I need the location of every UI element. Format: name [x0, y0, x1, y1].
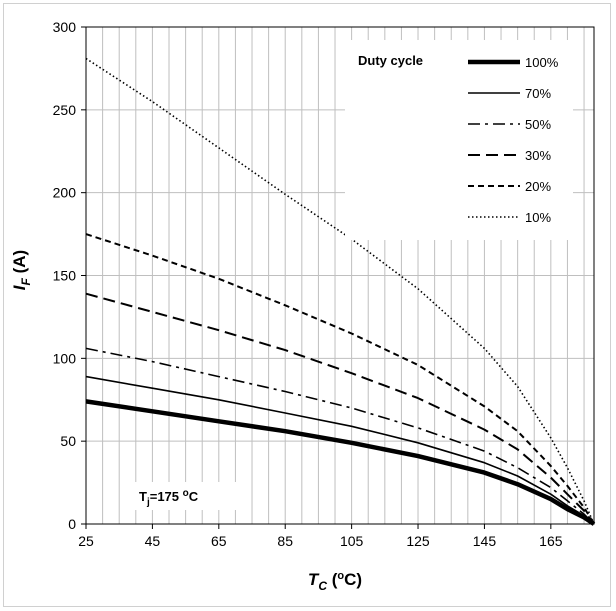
x-tick-label: 65: [211, 533, 227, 549]
legend-title: Duty cycle: [358, 53, 423, 68]
legend-label: 10%: [525, 210, 551, 225]
y-axis-title-main: I: [10, 284, 29, 290]
legend: Duty cycle 100% 70% 50% 30% 20% 10%: [345, 40, 573, 240]
annotation-sub: j: [146, 497, 150, 508]
y-axis-title: IF (A): [10, 250, 33, 290]
junction-temp-annotation: Tj=175 oC: [139, 488, 199, 508]
x-tick-label: 25: [78, 533, 94, 549]
x-tick-label: 105: [340, 533, 364, 549]
legend-items: 100% 70% 50% 30% 20% 10%: [468, 55, 559, 225]
y-tick-label: 0: [68, 516, 76, 532]
series-line-10pct: [85, 57, 595, 525]
tick-labels: 25 45 65 85 105 125 145 165 0 50 100 150 200 250 300: [53, 19, 563, 549]
y-tick-label: 250: [53, 102, 77, 118]
y-tick-label: 200: [53, 185, 77, 201]
x-axis-title: TC (oC): [308, 570, 362, 593]
annotation-box: [130, 482, 236, 510]
x-axis-title-unit-pre: (: [327, 570, 338, 589]
x-tick-label: 45: [145, 533, 161, 549]
series-line-30pct: [85, 292, 595, 525]
x-axis-title-sub: C: [318, 579, 327, 593]
annotation-unit: C: [189, 489, 199, 504]
x-tick-label: 165: [539, 533, 563, 549]
annotation-value: =175: [150, 489, 183, 504]
y-axis-title-sub: F: [19, 277, 33, 285]
legend-label: 30%: [525, 148, 551, 163]
legend-label: 20%: [525, 179, 551, 194]
y-tick-label: 50: [60, 433, 76, 449]
x-tick-label: 85: [277, 533, 293, 549]
legend-label: 100%: [525, 55, 559, 70]
legend-label: 50%: [525, 117, 551, 132]
annotation-sup: o: [183, 488, 189, 499]
x-axis-title-main: T: [308, 570, 320, 589]
series-line-70pct: [85, 375, 595, 525]
x-axis-title-unit-sup: o: [337, 570, 344, 582]
series-line-50pct: [85, 347, 595, 525]
series-line-20pct: [85, 233, 595, 525]
legend-box: [345, 40, 573, 240]
x-tick-label: 125: [406, 533, 430, 549]
annotation-main: T: [139, 489, 147, 504]
x-axis-title-unit-post: C): [344, 570, 362, 589]
series-line-100pct: [85, 399, 596, 526]
legend-label: 70%: [525, 86, 551, 101]
y-tick-label: 100: [53, 350, 77, 366]
y-tick-label: 150: [53, 268, 77, 284]
series-lines: [85, 57, 596, 526]
x-tick-label: 145: [473, 533, 497, 549]
y-tick-label: 300: [53, 19, 77, 35]
y-axis-title-unit: (A): [10, 250, 29, 278]
